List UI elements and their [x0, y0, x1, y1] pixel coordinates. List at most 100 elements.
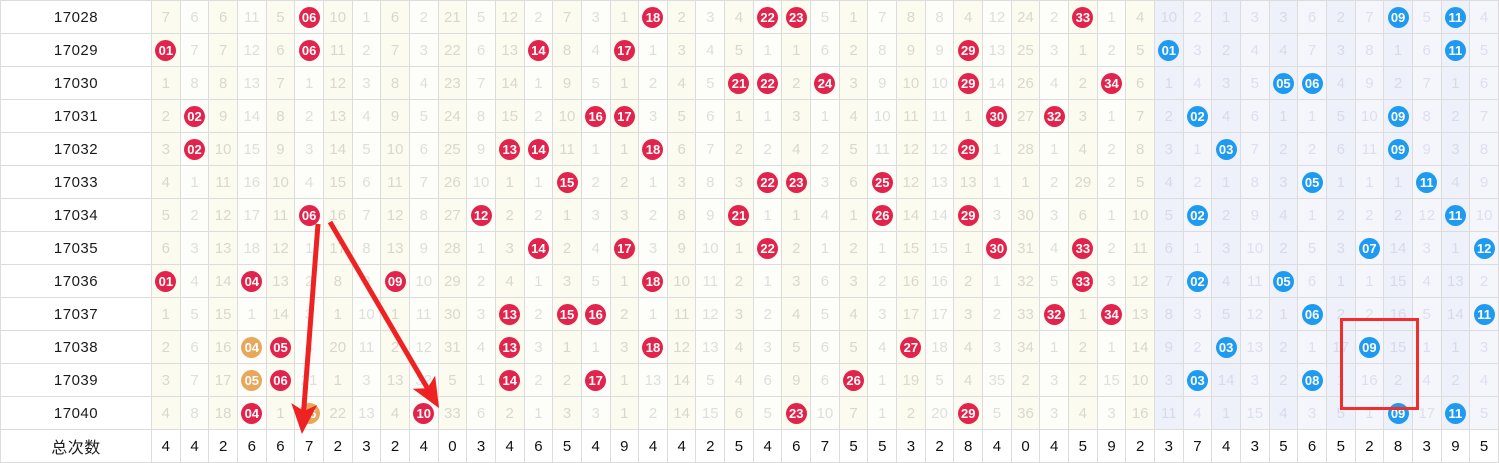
grid-cell[interactable]: 1	[838, 198, 869, 232]
grid-cell[interactable]: 4	[151, 396, 181, 430]
grid-cell[interactable]: 14	[494, 66, 525, 100]
grid-cell[interactable]: 3	[494, 231, 525, 265]
grid-cell[interactable]: 7	[1153, 264, 1184, 298]
grid-cell[interactable]: 34	[1096, 297, 1127, 331]
grid-cell[interactable]: 13	[982, 33, 1012, 67]
issue-number[interactable]: 17039	[0, 363, 152, 397]
grid-cell[interactable]: 12	[924, 132, 955, 166]
grid-cell[interactable]: 15	[1383, 264, 1413, 298]
grid-cell[interactable]: 15	[322, 165, 353, 199]
grid-cell[interactable]: 4	[1211, 264, 1241, 298]
grid-cell[interactable]: 3	[1440, 132, 1471, 166]
grid-cell[interactable]: 2	[1297, 132, 1327, 166]
grid-cell[interactable]: 13	[322, 99, 353, 133]
grid-cell[interactable]: 17	[609, 33, 640, 67]
grid-cell[interactable]: 18	[638, 264, 668, 298]
grid-cell[interactable]: 1	[609, 363, 640, 397]
grid-cell[interactable]: 2	[523, 363, 554, 397]
grid-cell[interactable]: 14	[1383, 231, 1413, 265]
grid-cell[interactable]: 3	[1411, 231, 1442, 265]
grid-cell[interactable]: 5	[810, 0, 840, 34]
grid-cell[interactable]: 5	[724, 33, 754, 67]
grid-cell[interactable]: 1	[265, 396, 296, 430]
grid-cell[interactable]: 3	[1153, 132, 1184, 166]
grid-cell[interactable]: 2	[781, 66, 812, 100]
grid-cell[interactable]: 2	[1068, 363, 1098, 397]
grid-cell[interactable]: 26	[437, 165, 468, 199]
grid-cell[interactable]: 06	[1297, 66, 1327, 100]
grid-cell[interactable]: 2	[151, 99, 181, 133]
grid-cell[interactable]: 4	[953, 0, 984, 34]
grid-cell[interactable]: 4	[781, 132, 812, 166]
grid-cell[interactable]: 5	[1411, 0, 1442, 34]
grid-cell[interactable]: 1	[1096, 0, 1127, 34]
grid-cell[interactable]: 1	[1211, 0, 1241, 34]
grid-cell[interactable]: 31	[1010, 231, 1041, 265]
grid-cell[interactable]: 22	[752, 0, 783, 34]
grid-cell[interactable]: 24	[1010, 0, 1041, 34]
grid-cell[interactable]: 2	[1440, 99, 1471, 133]
grid-cell[interactable]: 2	[1039, 0, 1069, 34]
grid-cell[interactable]: 16	[924, 264, 955, 298]
grid-cell[interactable]: 3	[609, 330, 640, 364]
grid-cell[interactable]: 05	[1297, 165, 1327, 199]
grid-cell[interactable]: 29	[1068, 165, 1098, 199]
grid-cell[interactable]: 9	[408, 231, 439, 265]
grid-cell[interactable]: 32	[1039, 297, 1069, 331]
grid-cell[interactable]: 3	[1325, 231, 1356, 265]
grid-cell[interactable]: 04	[236, 330, 267, 364]
grid-cell[interactable]: 4	[724, 0, 754, 34]
grid-cell[interactable]: 12	[666, 330, 697, 364]
grid-cell[interactable]: 3	[408, 33, 439, 67]
grid-cell[interactable]: 6	[1297, 0, 1327, 34]
grid-cell[interactable]: 4	[1211, 99, 1241, 133]
issue-number[interactable]: 17030	[0, 66, 152, 100]
grid-cell[interactable]: 14	[666, 363, 697, 397]
grid-cell[interactable]: 28	[1010, 132, 1041, 166]
grid-cell[interactable]: 7	[552, 0, 582, 34]
grid-cell[interactable]: 5	[437, 363, 468, 397]
grid-cell[interactable]: 6	[351, 165, 382, 199]
grid-cell[interactable]: 11	[408, 297, 439, 331]
grid-cell[interactable]: 4	[294, 330, 324, 364]
grid-cell[interactable]: 16	[208, 330, 238, 364]
grid-cell[interactable]: 29	[953, 396, 984, 430]
grid-cell[interactable]: 2	[523, 297, 554, 331]
grid-cell[interactable]: 4	[724, 363, 754, 397]
grid-cell[interactable]: 8	[322, 264, 353, 298]
grid-cell[interactable]: 5	[924, 363, 955, 397]
grid-cell[interactable]: 14	[523, 231, 554, 265]
grid-cell[interactable]: 1	[1383, 165, 1413, 199]
grid-cell[interactable]: 1	[1354, 165, 1385, 199]
grid-cell[interactable]: 11	[1440, 396, 1471, 430]
grid-cell[interactable]: 3	[982, 198, 1012, 232]
grid-cell[interactable]: 18	[638, 132, 668, 166]
grid-cell[interactable]: 12	[265, 231, 296, 265]
grid-cell[interactable]: 1	[752, 99, 783, 133]
grid-cell[interactable]: 6	[666, 132, 697, 166]
grid-cell[interactable]: 9	[1354, 66, 1385, 100]
grid-cell[interactable]: 4	[1039, 231, 1069, 265]
grid-cell[interactable]: 1	[1039, 330, 1069, 364]
grid-cell[interactable]: 3	[1039, 33, 1069, 67]
grid-cell[interactable]: 1	[1354, 396, 1385, 430]
grid-cell[interactable]: 1	[580, 330, 611, 364]
grid-cell[interactable]: 16	[580, 297, 611, 331]
grid-cell[interactable]: 3	[1239, 0, 1270, 34]
grid-cell[interactable]: 3	[695, 0, 726, 34]
grid-cell[interactable]: 1	[638, 33, 668, 67]
grid-cell[interactable]: 2	[1182, 330, 1213, 364]
grid-cell[interactable]: 12	[322, 66, 353, 100]
grid-cell[interactable]: 19	[896, 363, 926, 397]
grid-cell[interactable]: 12	[896, 132, 926, 166]
grid-cell[interactable]: 2	[1325, 297, 1356, 331]
grid-cell[interactable]: 11	[1411, 165, 1442, 199]
grid-cell[interactable]: 13	[1125, 297, 1155, 331]
grid-cell[interactable]: 10	[1125, 363, 1155, 397]
grid-cell[interactable]: 18	[638, 0, 668, 34]
grid-cell[interactable]: 2	[896, 396, 926, 430]
grid-cell[interactable]: 2	[638, 396, 668, 430]
grid-cell[interactable]: 33	[1068, 264, 1098, 298]
grid-cell[interactable]: 3	[1182, 33, 1213, 67]
grid-cell[interactable]: 2	[1096, 231, 1127, 265]
